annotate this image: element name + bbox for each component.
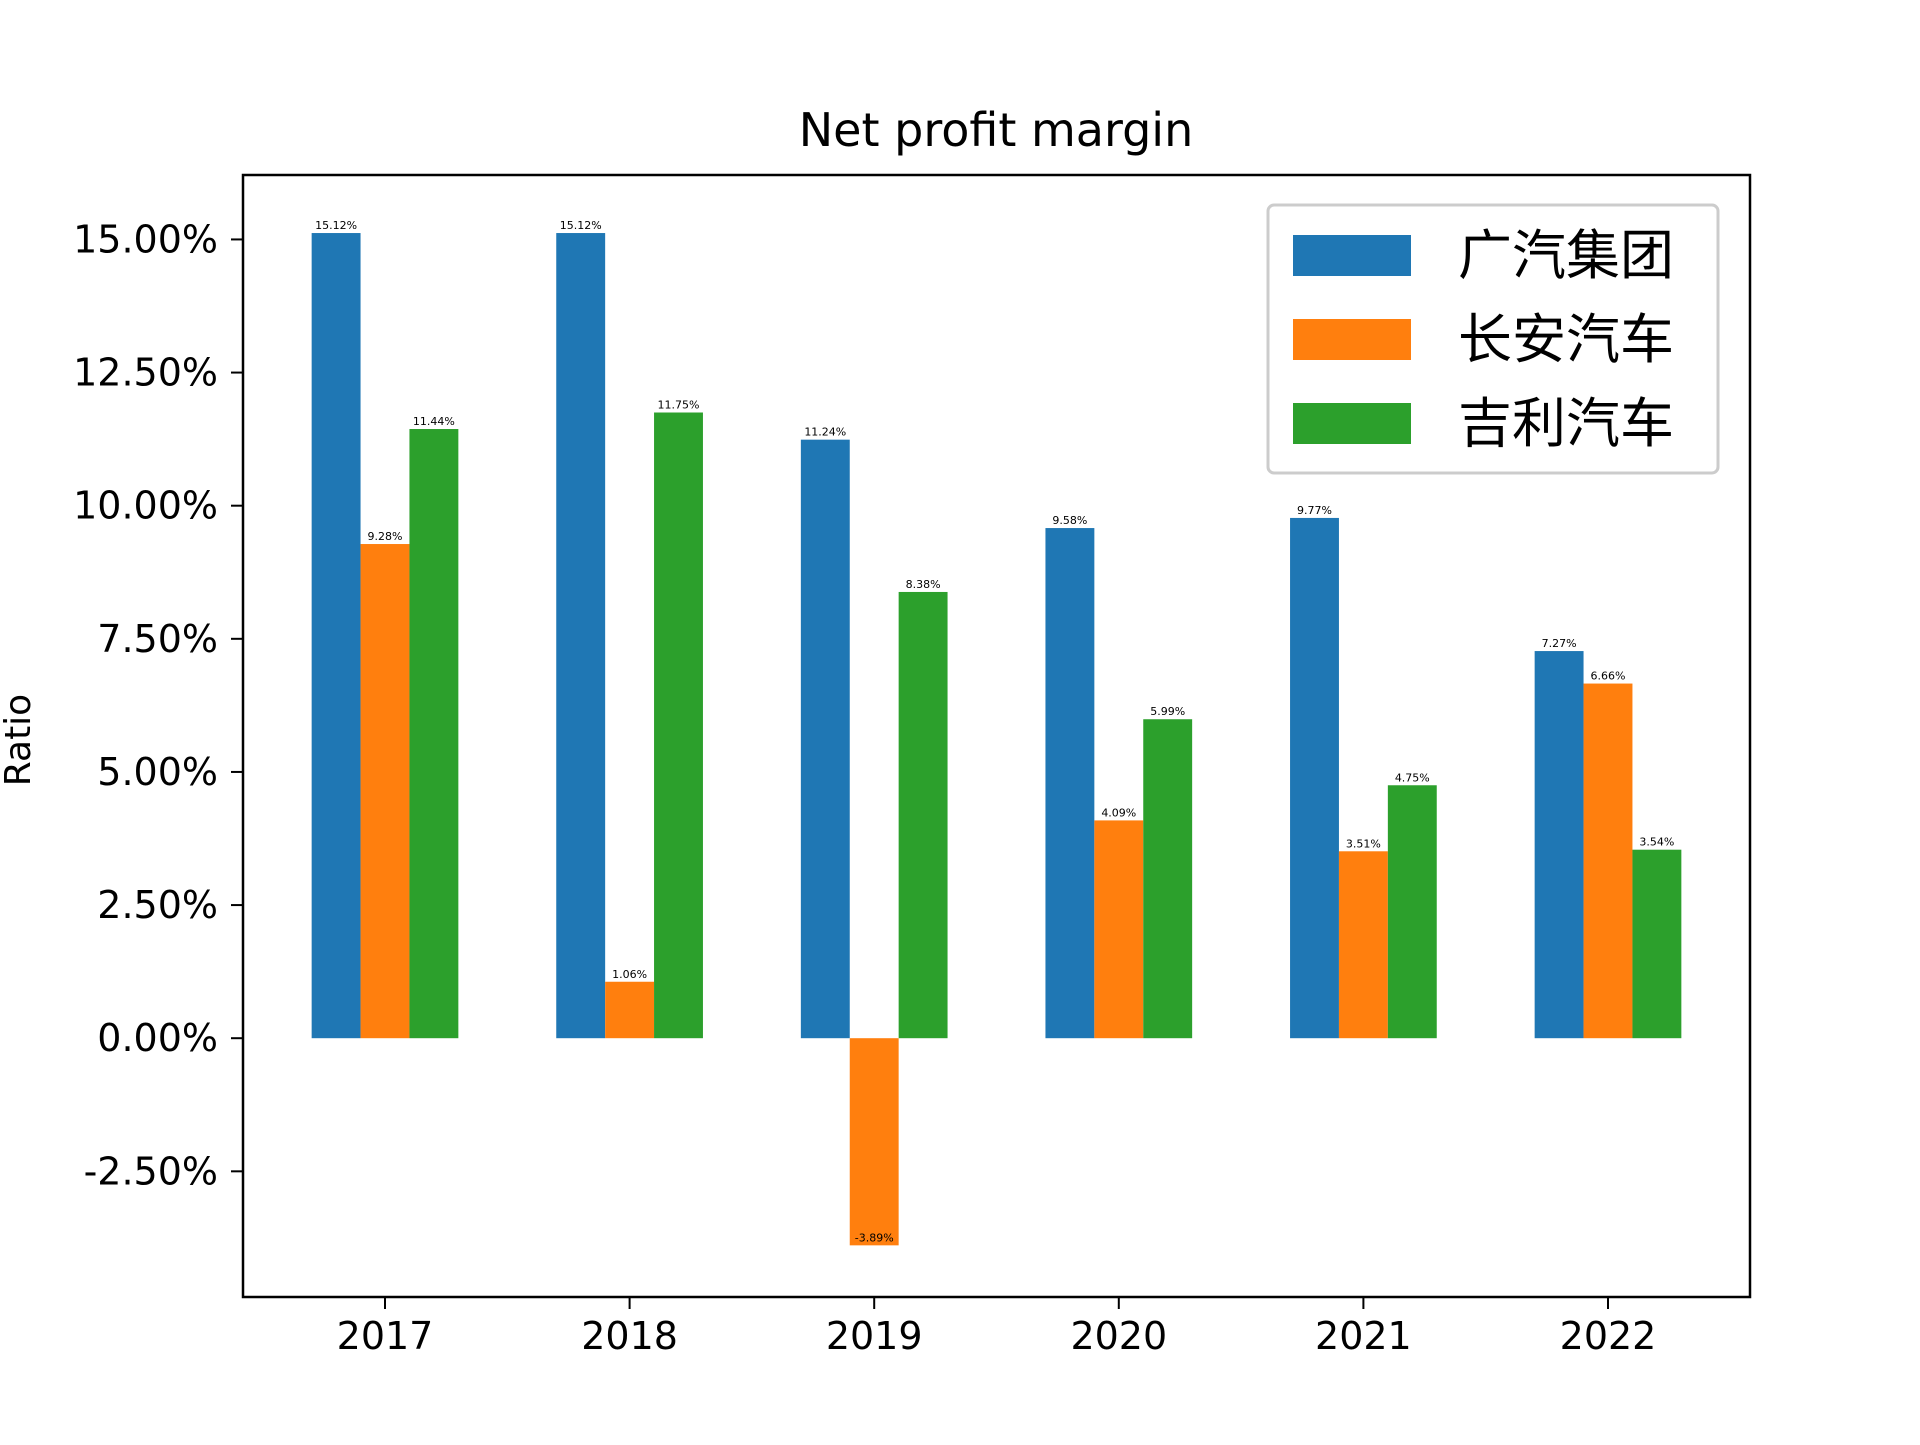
legend-label-1: 广汽集团 — [1458, 224, 1674, 287]
value-label-2020-series-1: 9.58% — [1052, 514, 1087, 527]
bar-2022-series-1 — [1534, 651, 1584, 1039]
y-tick-label-2: 2.50% — [97, 883, 218, 927]
value-label-2022-series-3: 3.54% — [1639, 836, 1674, 849]
legend-swatch-3 — [1293, 403, 1411, 444]
bar-2018-series-1 — [556, 233, 606, 1039]
x-tick-label-2019: 2019 — [826, 1314, 923, 1358]
bar-2022-series-3 — [1632, 849, 1682, 1039]
value-label-2018-series-2: 1.06% — [612, 968, 647, 981]
bar-2020-series-1 — [1045, 528, 1095, 1039]
y-tick-label-5: 10.00% — [73, 484, 218, 528]
value-label-2022-series-2: 6.66% — [1591, 670, 1626, 683]
value-label-2021-series-3: 4.75% — [1395, 771, 1430, 784]
bar-2021-series-2 — [1338, 851, 1388, 1039]
legend-swatch-1 — [1293, 235, 1411, 276]
bar-2021-series-1 — [1290, 517, 1339, 1039]
x-tick-label-2022: 2022 — [1560, 1314, 1657, 1358]
bar-2017-series-3 — [409, 429, 459, 1039]
y-tick-label-4: 7.50% — [97, 617, 218, 661]
y-tick-label-1: 0.00% — [97, 1016, 218, 1060]
value-label-2017-series-3: 11.44% — [413, 415, 455, 428]
value-label-2020-series-2: 4.09% — [1101, 806, 1136, 819]
value-labels-layer: 15.12% 9.28% 11.44% 15.12% 1.06% 11.75% 11.24%… — [315, 219, 1674, 1244]
legend-label-3: 吉利汽车 — [1458, 392, 1674, 455]
y-tick-label-6: 12.50% — [73, 351, 218, 395]
x-tick-label-2017: 2017 — [337, 1314, 434, 1358]
value-label-2018-series-3: 11.75% — [658, 399, 700, 412]
x-tick-label-2021: 2021 — [1315, 1314, 1412, 1358]
value-label-2019-series-3: 8.38% — [906, 578, 941, 591]
y-tick-label-3: 5.00% — [97, 750, 218, 794]
y-axis-label: Ratio — [0, 694, 39, 786]
chart-title: Net profit margin — [799, 103, 1193, 157]
bar-2019-series-3 — [898, 591, 948, 1039]
bar-2020-series-3 — [1143, 719, 1193, 1039]
value-label-2019-series-1: 11.24% — [804, 426, 846, 439]
bar-2019-series-2 — [849, 1038, 899, 1246]
value-label-2018-series-1: 15.12% — [560, 219, 602, 232]
value-label-2017-series-1: 15.12% — [315, 219, 357, 232]
bar-2017-series-2 — [360, 544, 410, 1039]
x-tick-label-2018: 2018 — [581, 1314, 678, 1358]
bar-2018-series-3 — [654, 412, 703, 1039]
bar-2022-series-2 — [1583, 683, 1633, 1039]
value-label-2021-series-1: 9.77% — [1297, 504, 1332, 517]
value-label-2017-series-2: 9.28% — [368, 530, 403, 543]
value-label-2020-series-3: 5.99% — [1150, 705, 1185, 718]
legend-swatch-2 — [1293, 319, 1411, 360]
bar-2020-series-2 — [1094, 820, 1144, 1039]
y-tick-label-7: 15.00% — [73, 217, 218, 261]
legend-label-2: 长安汽车 — [1458, 308, 1674, 371]
plot-area-frame — [241, 173, 1752, 1299]
value-label-2022-series-1: 7.27% — [1542, 637, 1577, 650]
value-label-2021-series-2: 3.51% — [1346, 837, 1381, 850]
bar-2021-series-3 — [1387, 785, 1437, 1039]
bar-2019-series-1 — [800, 439, 850, 1039]
y-axis: -2.50% 0.00% 2.50% 5.00% 7.50% 10.00% 12.50% 15… — [73, 217, 243, 1193]
bars-layer — [311, 233, 1682, 1246]
bar-2017-series-1 — [311, 233, 361, 1039]
x-axis: 2017 2018 2019 2020 2021 2022 — [337, 1297, 1657, 1358]
value-label-2019-series-2: -3.89% — [855, 1231, 894, 1244]
y-tick-label-0: -2.50% — [84, 1149, 218, 1193]
bar-2018-series-2 — [605, 981, 655, 1039]
x-tick-label-2020: 2020 — [1070, 1314, 1167, 1358]
